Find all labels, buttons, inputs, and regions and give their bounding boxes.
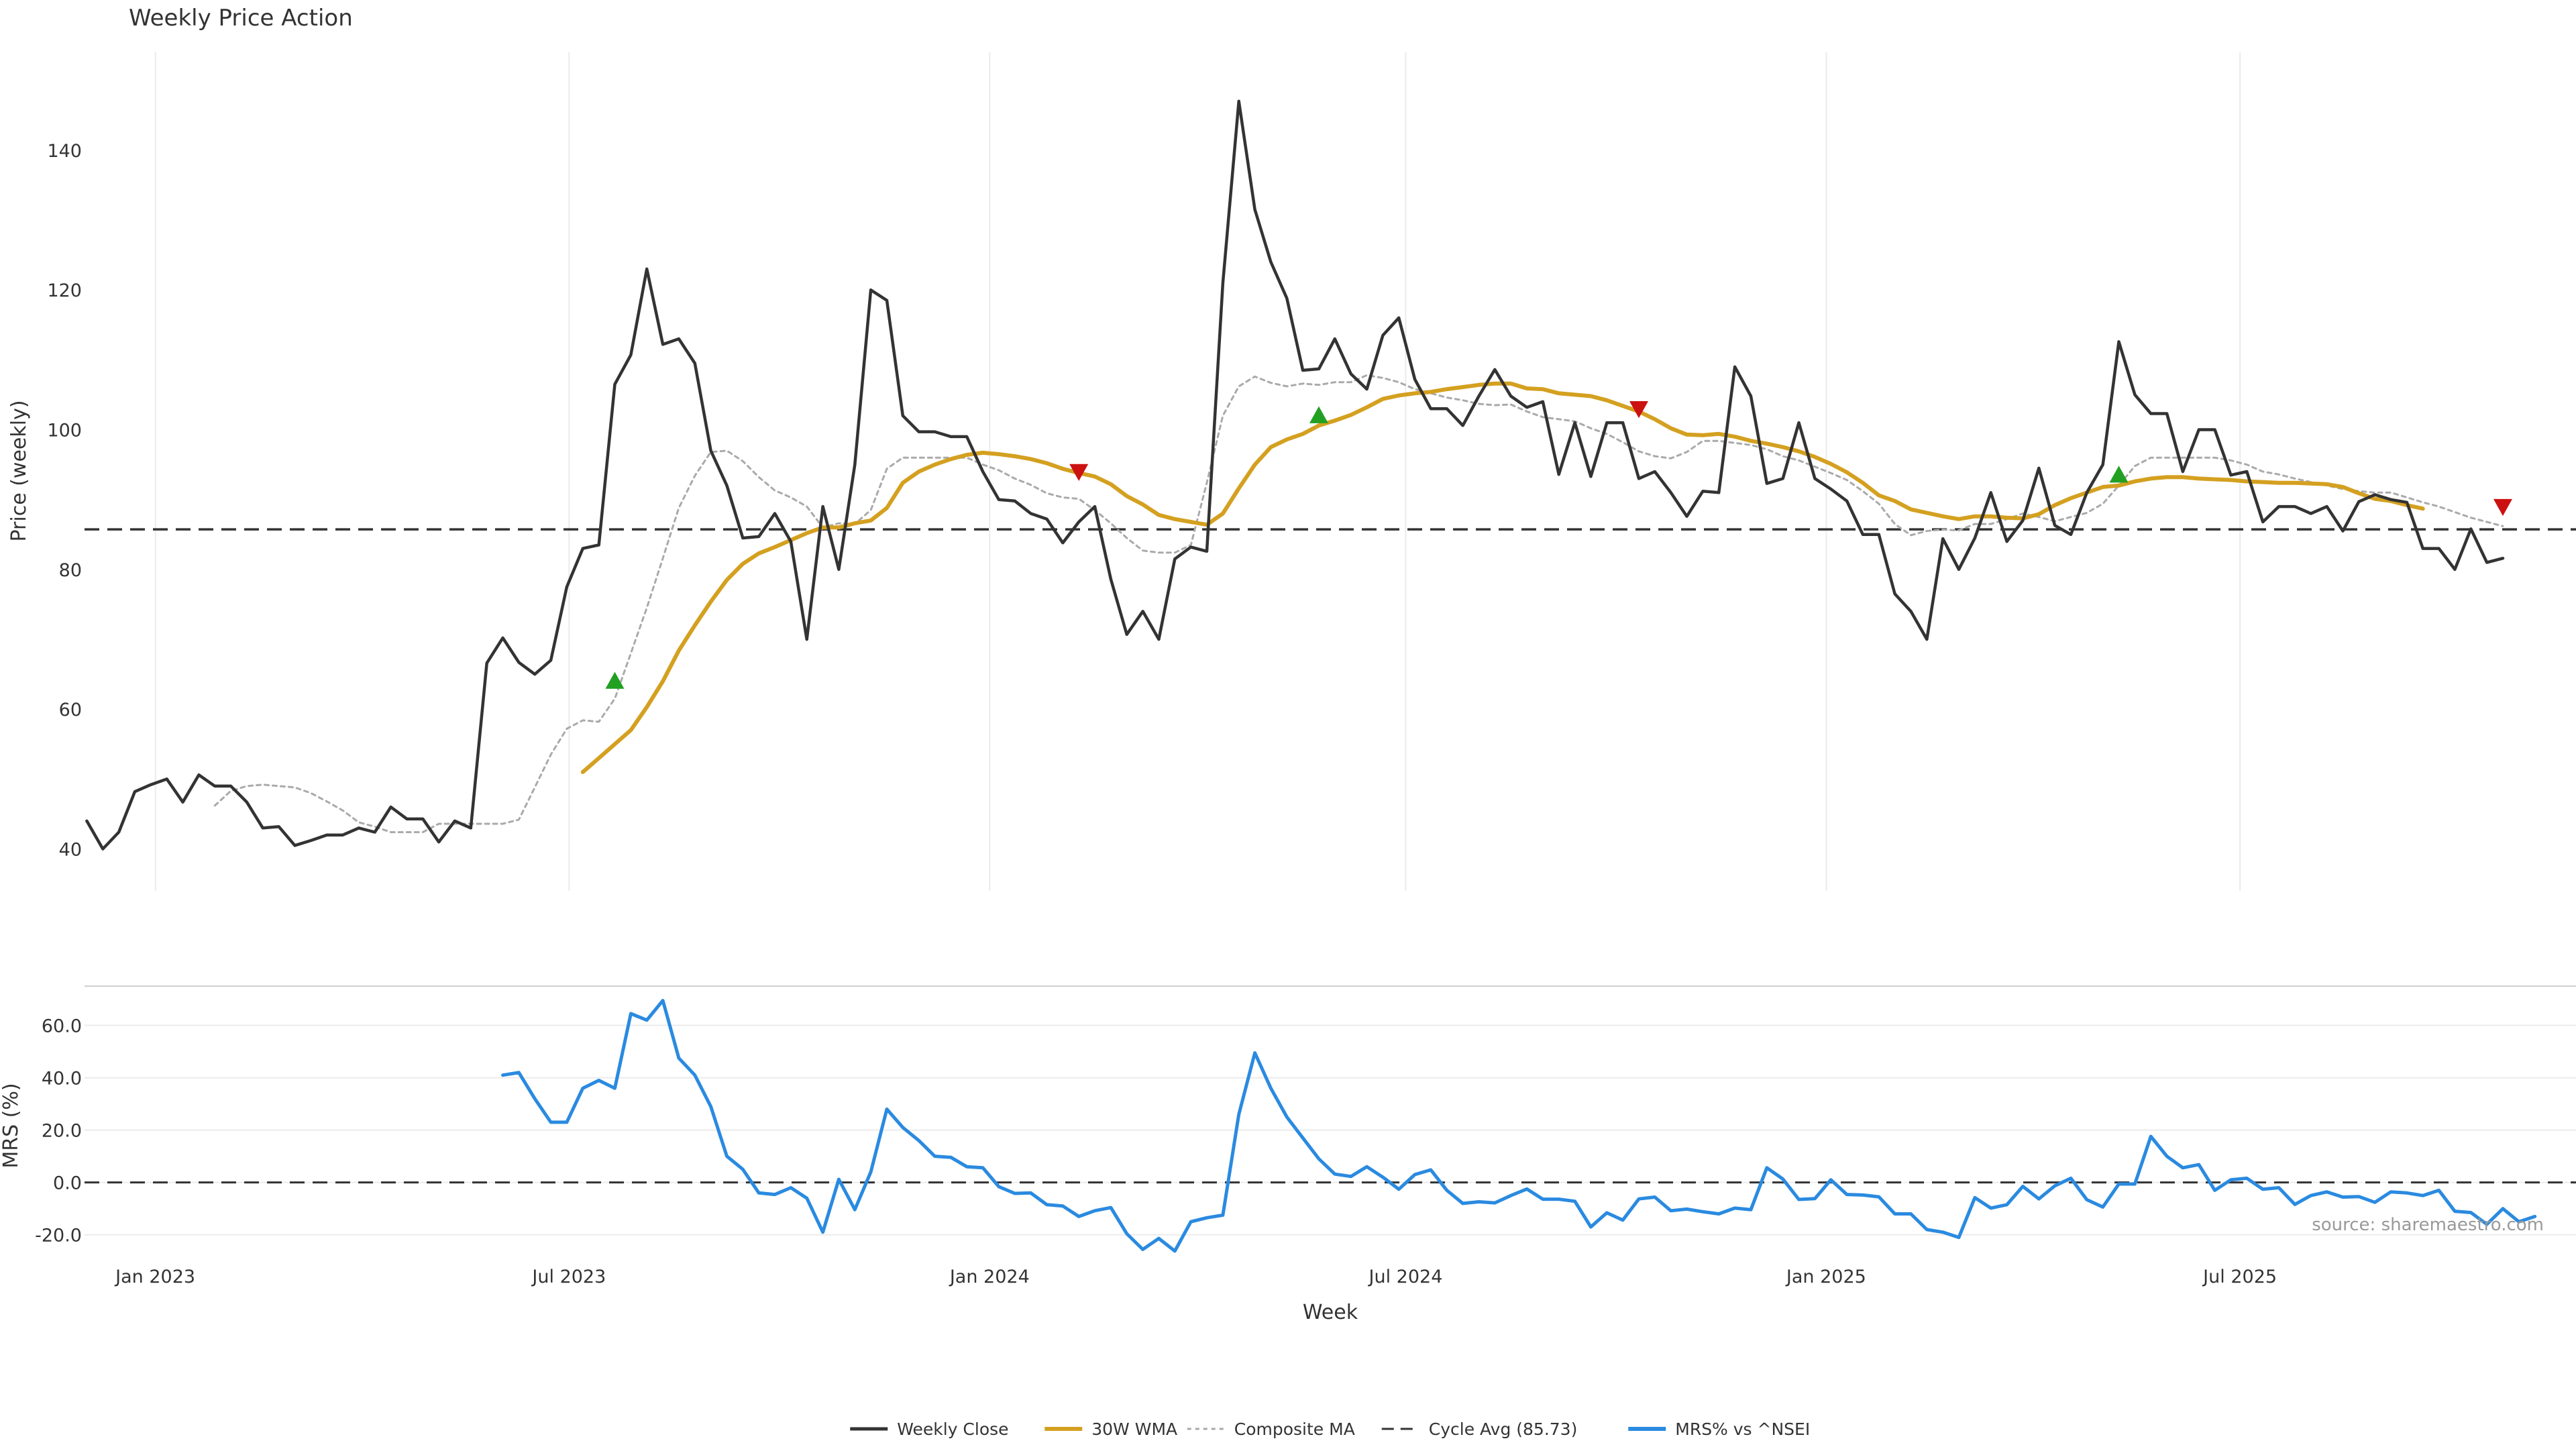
sell-signal-marker	[1069, 464, 1089, 481]
gridlines	[85, 52, 2576, 1236]
buy-signal-marker	[1309, 406, 1328, 423]
price-y-tick-label: 60	[59, 700, 82, 720]
x-tick-label: Jan 2024	[949, 1267, 1030, 1287]
buy-signal-marker	[2109, 466, 2129, 483]
mrs-y-tick-label: 40.0	[42, 1069, 82, 1089]
price-axis-label: Price (weekly)	[7, 400, 31, 541]
sell-signal-marker	[1629, 401, 1648, 419]
mrs-line	[501, 999, 2537, 1253]
legend-item: Weekly Close	[850, 1419, 1009, 1439]
composite-ma-line	[213, 374, 2504, 833]
price-y-tick-label: 80	[59, 560, 82, 581]
mrs-axis-label: MRS (%)	[0, 1083, 23, 1168]
price-y-tick-label: 100	[47, 421, 82, 441]
x-axis-label: Week	[1303, 1301, 1358, 1324]
legend-label: Composite MA	[1234, 1419, 1355, 1439]
legend-label: MRS% vs ^NSEI	[1675, 1419, 1810, 1439]
price-y-tick-label: 120	[47, 280, 82, 301]
mrs-y-tick-label: -20.0	[35, 1226, 82, 1246]
price-series	[85, 99, 2505, 851]
mrs-y-tick-label: 60.0	[42, 1016, 82, 1037]
mrs-y-tick-label: 0.0	[53, 1173, 82, 1194]
price-y-tick-label: 140	[47, 141, 82, 162]
legend-item: Cycle Avg (85.73)	[1381, 1419, 1578, 1439]
legend: Weekly Close 30W WMA Composite MA Cycle Avg…	[850, 1419, 1810, 1439]
x-ticks: Jan 2023 Jul 2023 Jan 2024 Jul 2024 Jan 2025…	[114, 1267, 2277, 1287]
x-tick-label: Jul 2025	[2202, 1267, 2277, 1287]
weekly-close-line	[85, 99, 2505, 851]
legend-item: MRS% vs ^NSEI	[1628, 1419, 1810, 1439]
legend-item: 30W WMA	[1044, 1419, 1177, 1439]
x-tick-label: Jan 2023	[114, 1267, 195, 1287]
legend-label: 30W WMA	[1091, 1419, 1177, 1439]
legend-item: Composite MA	[1187, 1419, 1355, 1439]
price-y-ticks: 40 60 80 100 120 140	[47, 141, 82, 861]
x-tick-label: Jul 2024	[1368, 1267, 1443, 1287]
legend-label: Weekly Close	[897, 1419, 1008, 1439]
x-tick-label: Jul 2023	[531, 1267, 606, 1287]
legend-label: Cycle Avg (85.73)	[1429, 1419, 1578, 1439]
source-note: source: sharemaestro.com	[2312, 1215, 2544, 1235]
x-tick-label: Jan 2025	[1785, 1267, 1866, 1287]
wma-30w-line	[580, 381, 2425, 774]
chart-title: Weekly Price Action	[129, 5, 353, 32]
price-y-tick-label: 40	[59, 840, 82, 861]
buy-signal-marker	[605, 672, 625, 689]
mrs-y-ticks: 60.0 40.0 20.0 0.0 -20.0	[35, 1016, 82, 1246]
mrs-y-tick-label: 20.0	[42, 1121, 82, 1142]
sell-signal-marker	[2493, 498, 2512, 517]
signal-markers	[605, 401, 2512, 689]
mrs-series	[85, 999, 2576, 1253]
